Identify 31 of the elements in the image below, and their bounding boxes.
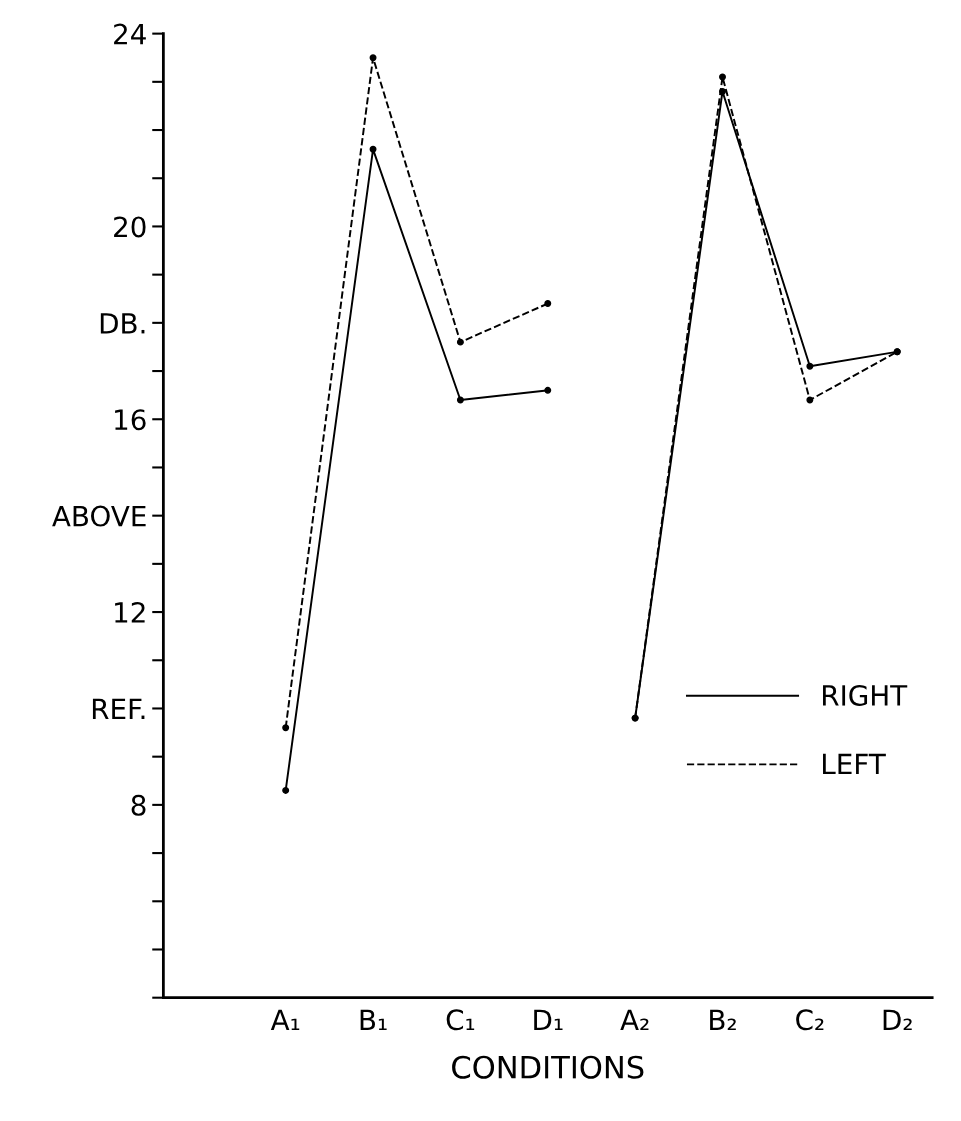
x-tick-label: B₂ bbox=[710, 1009, 736, 1031]
x-tick-label: D₁ bbox=[534, 1009, 563, 1031]
y-tick-label: DB. bbox=[100, 313, 145, 334]
point bbox=[631, 714, 639, 722]
legend-label: RIGHT bbox=[823, 684, 908, 706]
x-tick-label: C₁ bbox=[446, 1009, 475, 1031]
point bbox=[369, 145, 377, 153]
point bbox=[719, 73, 726, 81]
legend-label: LEFT bbox=[823, 753, 886, 775]
point bbox=[369, 54, 377, 62]
x-tick-label: D₂ bbox=[883, 1009, 912, 1031]
point bbox=[282, 724, 290, 732]
x-tick-label: B₁ bbox=[360, 1009, 387, 1031]
y-tick-label: 24 bbox=[114, 23, 146, 45]
point bbox=[806, 396, 814, 404]
y-tick-label: 16 bbox=[115, 409, 146, 431]
point bbox=[544, 300, 552, 308]
point bbox=[806, 362, 814, 370]
y-tick-label: 8 bbox=[131, 794, 146, 816]
y-tick-label: 12 bbox=[115, 602, 145, 623]
x-axis-title: CONDITIONS bbox=[452, 1055, 644, 1079]
point bbox=[544, 386, 552, 394]
x-tick-label: A₁ bbox=[270, 1009, 300, 1031]
point bbox=[282, 786, 290, 794]
y-tick-label: 20 bbox=[114, 216, 146, 238]
x-tick-label: A₂ bbox=[620, 1009, 649, 1031]
point bbox=[456, 338, 464, 346]
point bbox=[456, 396, 464, 404]
y-tick-label: ABOVE bbox=[52, 505, 146, 527]
x-tick-label: C₂ bbox=[796, 1009, 824, 1031]
y-tick-label: REF. bbox=[92, 698, 145, 720]
